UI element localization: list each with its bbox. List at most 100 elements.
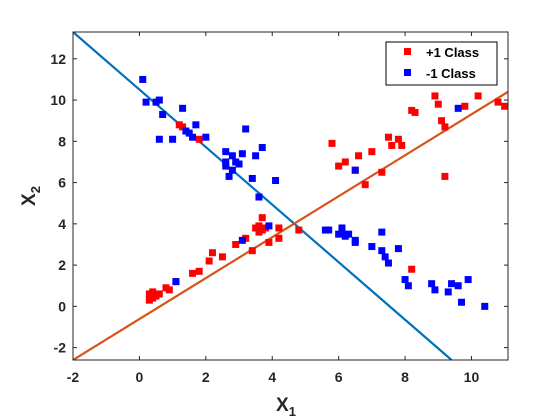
y-tick-label: 8 [58,133,66,149]
plus-class-point [434,100,442,108]
y-tick-label: 10 [50,92,66,108]
plus-class-point [384,133,392,141]
plus-class-point [494,98,502,106]
plus-class-point [155,290,163,298]
plus-class-point [328,139,336,147]
x-tick-label: -2 [67,369,80,385]
y-tick-label: 0 [58,298,66,314]
minus-class-point [338,224,346,232]
minus-class-point [338,228,346,236]
y-tick-label: 4 [58,216,66,232]
minus-class-point [381,253,389,261]
minus-class-point [481,302,489,310]
minus-class-point [378,247,386,255]
minus-class-point [454,104,462,112]
orange-boundary-line [73,90,508,360]
minus-class-point [255,193,263,201]
y-tick-label: 6 [58,175,66,191]
plus-class-point [441,123,449,131]
legend-marker-plus [404,48,411,55]
minus-class-point [378,228,386,236]
x-tick-label: 0 [136,369,144,385]
minus-class-point [428,280,436,288]
minus-class-point [222,158,230,166]
minus-class-point [169,135,177,143]
plus-class-point [248,247,256,255]
plus-class-point [368,148,376,156]
plus-class-point [275,234,283,242]
plus-class-point [275,224,283,232]
x-axis-label: X1 [276,395,296,419]
plus-class-point [255,222,263,230]
plus-class-point [361,181,369,189]
minus-class-point [222,162,230,170]
plus-class-point [208,249,216,257]
minus-class-point [454,282,462,290]
minus-class-point [345,230,353,238]
x-tick-label: 10 [464,369,480,385]
minus-class-point [192,121,200,129]
minus-class-point [272,177,280,185]
plus-class-point [461,102,469,110]
minus-class-point [448,280,456,288]
minus-class-point [228,166,236,174]
minus-class-point [351,166,359,174]
plus-class-point [341,158,349,166]
plus-class-point [258,214,266,222]
x-tick-label: 2 [202,369,210,385]
y-tick-label: 2 [58,257,66,273]
minus-class-point [401,276,409,284]
x-tick-label: 4 [268,369,276,385]
minus-class-point [222,148,230,156]
plus-class-point [335,162,343,170]
minus-class-point [238,236,246,244]
minus-class-point [368,243,376,251]
x-tick-label: 6 [335,369,343,385]
data-points [139,75,509,310]
plus-class-point [378,168,386,176]
minus-class-point [142,98,150,106]
minus-class-point [258,144,266,152]
plus-class-point [398,141,406,149]
plus-class-point [431,92,439,100]
minus-class-point [325,226,333,234]
minus-class-point [159,111,167,119]
plus-class-point [411,108,419,116]
minus-class-point [172,278,180,286]
minus-class-point [444,288,452,296]
minus-class-point [394,245,402,253]
plus-class-point [438,117,446,125]
legend-label-plus: +1 Class [426,45,479,60]
plus-class-point [179,123,187,131]
plus-class-point [408,265,416,273]
minus-class-point [185,129,193,137]
plus-class-point [205,257,213,265]
plus-class-point [165,286,173,294]
plus-class-point [218,253,226,261]
plus-class-point [149,288,157,296]
axis-tick-labels: -2 0 2 4 6 8 10 -2 0 2 4 6 8 10 12 [50,51,479,385]
minus-class-point [235,160,243,168]
minus-class-point [189,133,197,141]
plot-area [73,32,508,360]
minus-class-point [458,298,466,306]
minus-class-point [225,172,233,180]
plus-class-point [295,226,303,234]
plus-class-point [265,238,273,246]
legend-marker-minus [404,69,411,76]
minus-class-point [202,133,210,141]
minus-class-point [248,174,256,182]
minus-class-point [155,96,163,104]
minus-class-point [155,135,163,143]
minus-class-point [228,152,236,160]
plus-class-point [195,267,203,275]
plot-frame [72,31,509,361]
y-axis-label-group: X2 [19,186,43,206]
minus-class-point [252,152,260,160]
plus-class-point [441,172,449,180]
minus-class-point [238,150,246,158]
plus-class-point [232,240,240,248]
plus-class-point [195,135,203,143]
minus-class-point [384,259,392,267]
